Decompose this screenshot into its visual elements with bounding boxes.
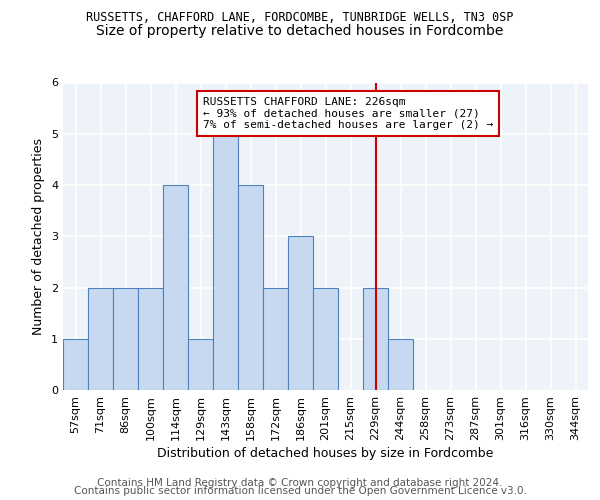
Text: RUSSETTS, CHAFFORD LANE, FORDCOMBE, TUNBRIDGE WELLS, TN3 0SP: RUSSETTS, CHAFFORD LANE, FORDCOMBE, TUNB… bbox=[86, 11, 514, 24]
Text: Contains HM Land Registry data © Crown copyright and database right 2024.: Contains HM Land Registry data © Crown c… bbox=[97, 478, 503, 488]
Bar bbox=[363, 288, 388, 390]
Bar bbox=[163, 185, 188, 390]
Bar bbox=[138, 288, 163, 390]
Bar bbox=[63, 339, 88, 390]
Bar bbox=[113, 288, 138, 390]
Bar bbox=[313, 288, 338, 390]
Bar bbox=[388, 339, 413, 390]
X-axis label: Distribution of detached houses by size in Fordcombe: Distribution of detached houses by size … bbox=[157, 447, 494, 460]
Bar bbox=[263, 288, 288, 390]
Text: RUSSETTS CHAFFORD LANE: 226sqm
← 93% of detached houses are smaller (27)
7% of s: RUSSETTS CHAFFORD LANE: 226sqm ← 93% of … bbox=[203, 97, 493, 130]
Text: Contains public sector information licensed under the Open Government Licence v3: Contains public sector information licen… bbox=[74, 486, 526, 496]
Text: Size of property relative to detached houses in Fordcombe: Size of property relative to detached ho… bbox=[97, 24, 503, 38]
Bar bbox=[88, 288, 113, 390]
Y-axis label: Number of detached properties: Number of detached properties bbox=[32, 138, 46, 335]
Bar bbox=[188, 339, 213, 390]
Bar bbox=[288, 236, 313, 390]
Bar bbox=[238, 185, 263, 390]
Bar bbox=[213, 134, 238, 390]
